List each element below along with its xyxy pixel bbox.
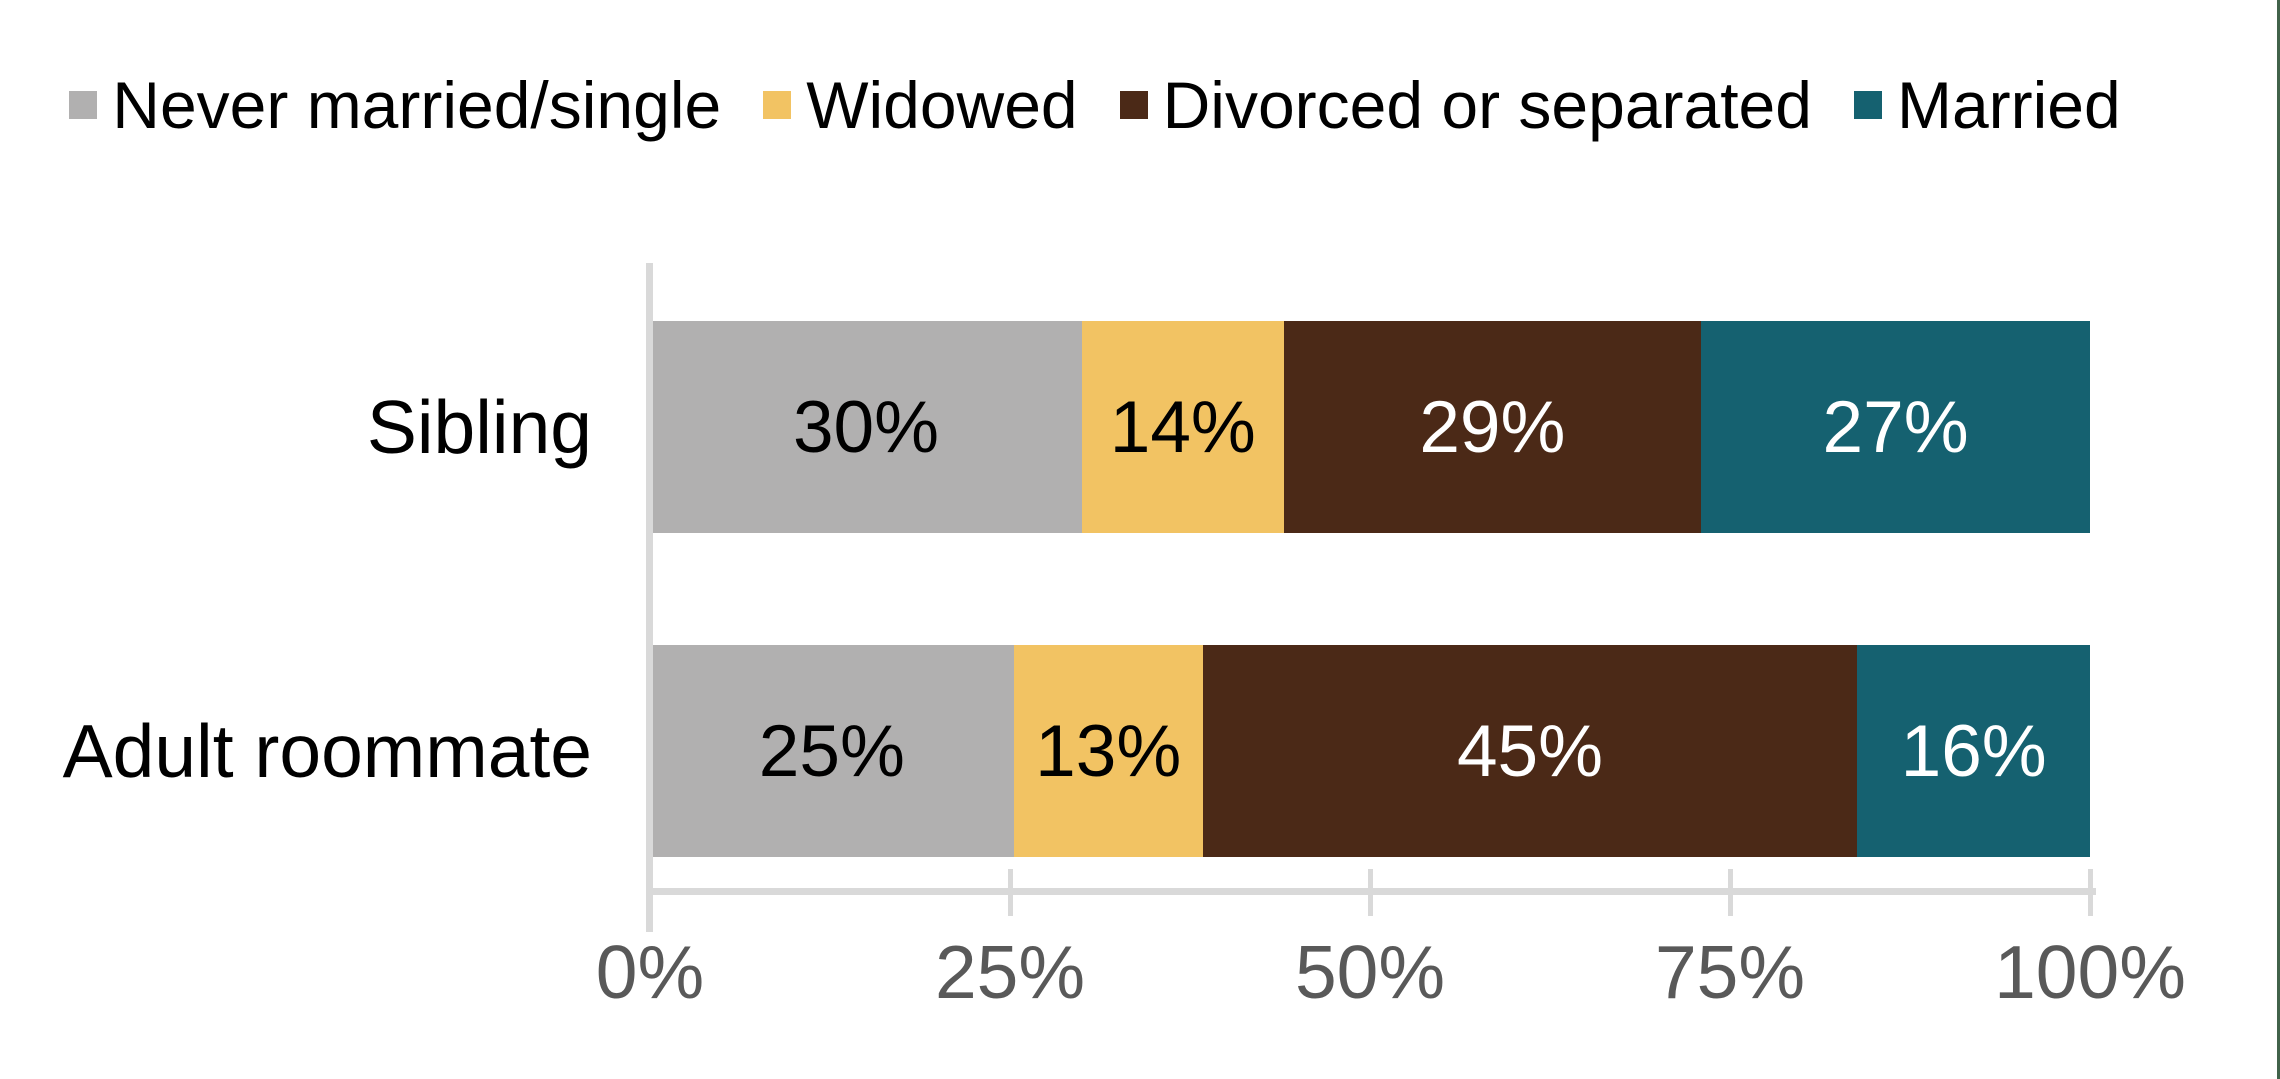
bar-segment-label: 13% — [1035, 710, 1182, 792]
bar-segment-label: 16% — [1900, 710, 2047, 792]
legend-item-label: Married — [1896, 68, 2121, 142]
legend-item: Widowed — [763, 68, 1078, 142]
bar-segment: 29% — [1283, 321, 1702, 533]
legend-item: Married — [1853, 68, 2121, 142]
bar-segment: 45% — [1202, 645, 1858, 857]
legend-marker — [763, 91, 792, 119]
bar-row: 25% 13% 45% 16% — [650, 645, 2091, 857]
tick-mark — [1368, 869, 1373, 916]
bar-segment-label: 14% — [1109, 386, 1256, 468]
tick-mark — [2088, 869, 2093, 916]
tick-label: 50% — [1294, 930, 1446, 1014]
tick-mark — [1008, 869, 1013, 916]
legend-item: Divorced or separated — [1119, 68, 1812, 142]
tick-label: 75% — [1654, 930, 1806, 1014]
bar-segment-label: 45% — [1456, 710, 1604, 792]
tick-label: 100% — [1994, 930, 2186, 1014]
y-axis-line — [646, 263, 653, 932]
bar-segment-label: 30% — [792, 386, 940, 468]
legend-marker — [69, 91, 98, 119]
tick-label: 25% — [934, 930, 1086, 1014]
bar-segment-label: 27% — [1822, 386, 1969, 468]
bar-segment: 27% — [1701, 321, 2090, 533]
bar-segment-label: 29% — [1419, 386, 1566, 468]
bar-segment: 14% — [1082, 321, 1284, 533]
category-label: Adult roommate — [62, 709, 592, 793]
legend-item-label: Widowed — [806, 68, 1078, 142]
bar-segment: 13% — [1013, 645, 1203, 857]
legend-item: Never married/single — [69, 72, 721, 138]
legend-item-label: Divorced or separated — [1162, 68, 1812, 142]
legend-marker — [1853, 91, 1882, 119]
legend-item-label: Never married/single — [112, 68, 722, 142]
bar-row: 30% 14% 29% 27% — [650, 321, 2090, 533]
bar-segment: 30% — [650, 321, 1082, 533]
bar-segment: 16% — [1857, 645, 2091, 857]
legend: Never married/single Widowed Divorced or s… — [0, 72, 2190, 138]
tick-label: 0% — [595, 930, 705, 1014]
right-edge-line — [2277, 0, 2280, 1079]
tick-mark — [1728, 869, 1733, 916]
bar-segment: 25% — [650, 645, 1014, 857]
bar-segment-label: 25% — [758, 710, 905, 792]
legend-marker — [1119, 91, 1148, 119]
category-label: Sibling — [366, 385, 592, 469]
